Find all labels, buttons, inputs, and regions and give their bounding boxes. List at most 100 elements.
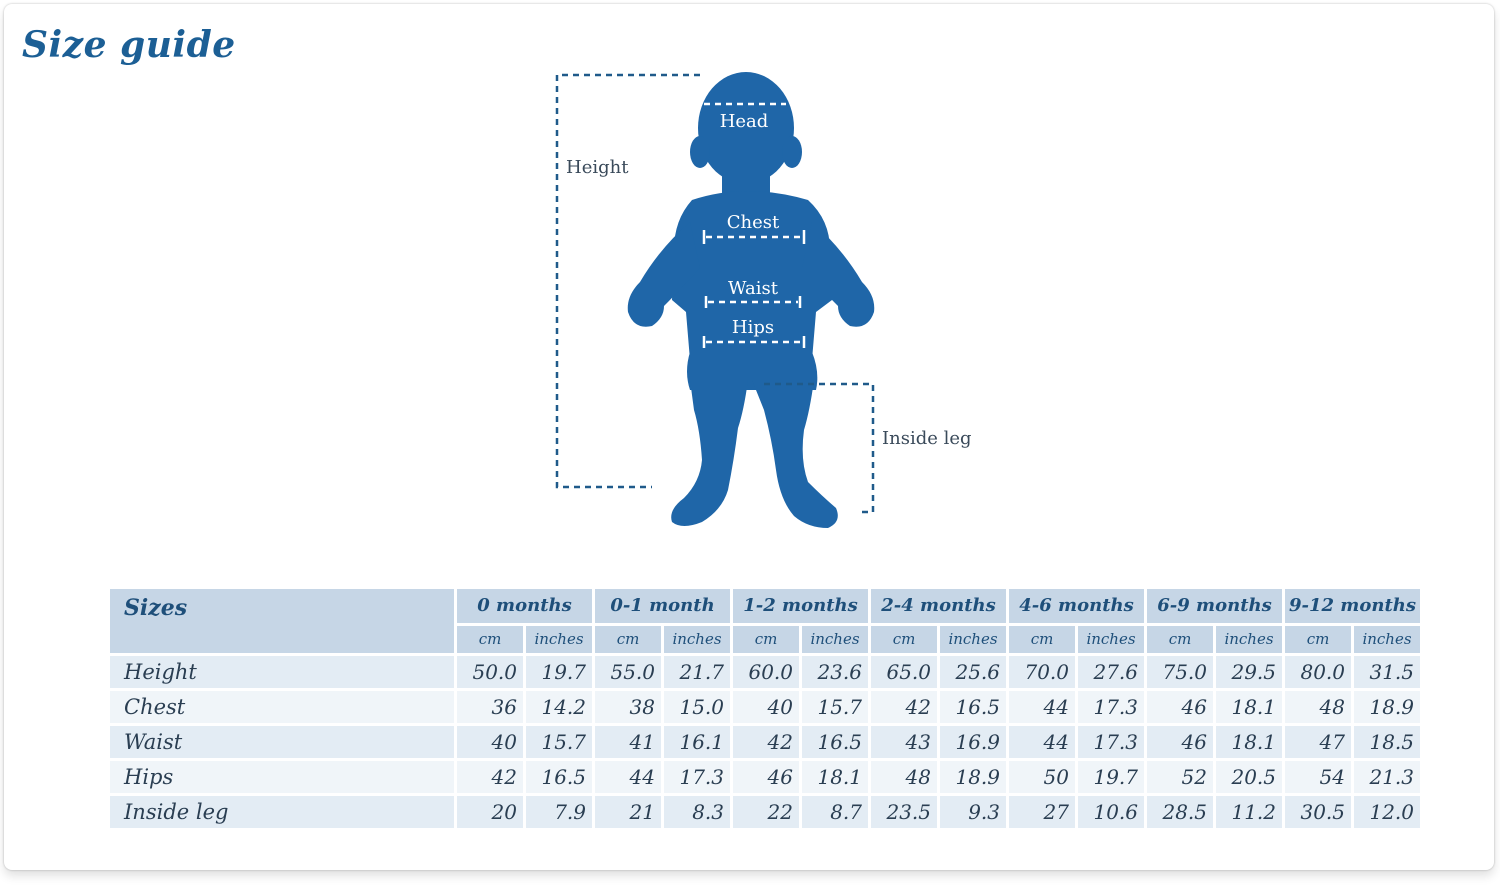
table-cell: 7.9 xyxy=(526,796,592,828)
table-cell: 42 xyxy=(733,726,799,758)
table-cell: 75.0 xyxy=(1147,656,1213,688)
table-cell: 30.5 xyxy=(1285,796,1351,828)
table-cell: 52 xyxy=(1147,761,1213,793)
unit-row: cm inches cm inches cm inches cm inches cm inches… xyxy=(110,625,1420,653)
group-header: 0 months xyxy=(457,589,592,623)
hips-label: Hips xyxy=(732,317,774,338)
unit-header-cm: cm xyxy=(595,625,661,653)
height-bracket xyxy=(555,73,700,489)
table-cell: 8.3 xyxy=(664,796,730,828)
row-label: Waist xyxy=(110,726,454,758)
table-cell: 27.6 xyxy=(1078,656,1144,688)
unit-header-cm: cm xyxy=(1285,625,1351,653)
waist-label: Waist xyxy=(728,278,779,299)
unit-header-cm: cm xyxy=(733,625,799,653)
table-cell: 65.0 xyxy=(871,656,937,688)
unit-header-inches: inches xyxy=(1216,625,1282,653)
table-cell: 10.6 xyxy=(1078,796,1144,828)
table-cell: 16.5 xyxy=(526,761,592,793)
table-cell: 46 xyxy=(733,761,799,793)
table-cell: 54 xyxy=(1285,761,1351,793)
table-cell: 22 xyxy=(733,796,799,828)
unit-header-inches: inches xyxy=(1078,625,1144,653)
table-cell: 15.0 xyxy=(664,691,730,723)
table-cell: 16.5 xyxy=(940,691,1006,723)
chest-label: Chest xyxy=(727,212,780,233)
table-cell: 43 xyxy=(871,726,937,758)
group-header: 1-2 months xyxy=(733,589,868,623)
table-row: Inside leg 20 7.9 21 8.3 22 8.7 23.5 9.3 27 10.6 28… xyxy=(110,796,1420,828)
white-measure-lines xyxy=(704,102,802,344)
row-label: Inside leg xyxy=(110,796,454,828)
table-cell: 18.1 xyxy=(1216,726,1282,758)
table-cell: 70.0 xyxy=(1009,656,1075,688)
head-label: Head xyxy=(720,111,769,132)
table-cell: 16.1 xyxy=(664,726,730,758)
table-cell: 80.0 xyxy=(1285,656,1351,688)
unit-header-cm: cm xyxy=(871,625,937,653)
table-cell: 19.7 xyxy=(526,656,592,688)
table-cell: 44 xyxy=(1009,691,1075,723)
table-cell: 18.9 xyxy=(940,761,1006,793)
table-cell: 41 xyxy=(595,726,661,758)
unit-header-inches: inches xyxy=(1354,625,1420,653)
table-cell: 18.5 xyxy=(1354,726,1420,758)
table-cell: 42 xyxy=(871,691,937,723)
table-row: Chest 36 14.2 38 15.0 40 15.7 42 16.5 44 17.3 46 18.… xyxy=(110,691,1420,723)
table-cell: 23.5 xyxy=(871,796,937,828)
table-cell: 17.3 xyxy=(1078,691,1144,723)
inside-leg-bracket xyxy=(764,382,875,514)
unit-header-inches: inches xyxy=(664,625,730,653)
table-cell: 28.5 xyxy=(1147,796,1213,828)
group-header: 0-1 month xyxy=(595,589,730,623)
inside-leg-label: Inside leg xyxy=(882,428,972,449)
group-header: 9-12 months xyxy=(1285,589,1420,623)
table-cell: 44 xyxy=(1009,726,1075,758)
table-cell: 18.1 xyxy=(802,761,868,793)
table-cell: 36 xyxy=(457,691,523,723)
table-cell: 9.3 xyxy=(940,796,1006,828)
table-cell: 60.0 xyxy=(733,656,799,688)
table-cell: 38 xyxy=(595,691,661,723)
table-row: Hips 42 16.5 44 17.3 46 18.1 48 18.9 50 19.7 52 20.5… xyxy=(110,761,1420,793)
group-header: 4-6 months xyxy=(1009,589,1144,623)
group-header: 6-9 months xyxy=(1147,589,1282,623)
table-row: Height 50.0 19.7 55.0 21.7 60.0 23.6 65.0 25.6 70… xyxy=(110,656,1420,688)
table-cell: 14.2 xyxy=(526,691,592,723)
table-cell: 42 xyxy=(457,761,523,793)
table-row: Waist 40 15.7 41 16.1 42 16.5 43 16.9 44 17.3 46 18.… xyxy=(110,726,1420,758)
table-cell: 21.7 xyxy=(664,656,730,688)
table-cell: 12.0 xyxy=(1354,796,1420,828)
sizes-header: Sizes xyxy=(110,589,454,653)
table-cell: 21 xyxy=(595,796,661,828)
table-cell: 23.6 xyxy=(802,656,868,688)
white-end-caps xyxy=(702,230,806,348)
table-cell: 40 xyxy=(733,691,799,723)
table-cell: 25.6 xyxy=(940,656,1006,688)
baby-measurement-figure: Head Chest Waist Hips Height Inside leg xyxy=(555,72,972,528)
table-cell: 15.7 xyxy=(802,691,868,723)
table-cell: 40 xyxy=(457,726,523,758)
table-cell: 46 xyxy=(1147,726,1213,758)
table-cell: 15.7 xyxy=(526,726,592,758)
table-cell: 19.7 xyxy=(1078,761,1144,793)
table-cell: 8.7 xyxy=(802,796,868,828)
row-label: Height xyxy=(110,656,454,688)
table-cell: 11.2 xyxy=(1216,796,1282,828)
row-label: Chest xyxy=(110,691,454,723)
unit-header-cm: cm xyxy=(457,625,523,653)
table-cell: 16.9 xyxy=(940,726,1006,758)
row-label: Hips xyxy=(110,761,454,793)
unit-header-inches: inches xyxy=(940,625,1006,653)
unit-header-cm: cm xyxy=(1147,625,1213,653)
table-cell: 18.1 xyxy=(1216,691,1282,723)
page-title: Size guide xyxy=(22,24,236,66)
table-cell: 55.0 xyxy=(595,656,661,688)
table-cell: 29.5 xyxy=(1216,656,1282,688)
table-cell: 31.5 xyxy=(1354,656,1420,688)
table-body: Height 50.0 19.7 55.0 21.7 60.0 23.6 65.0 25.6 70… xyxy=(110,656,1420,828)
table-cell: 27 xyxy=(1009,796,1075,828)
table-cell: 20.5 xyxy=(1216,761,1282,793)
table-cell: 50 xyxy=(1009,761,1075,793)
table-cell: 18.9 xyxy=(1354,691,1420,723)
